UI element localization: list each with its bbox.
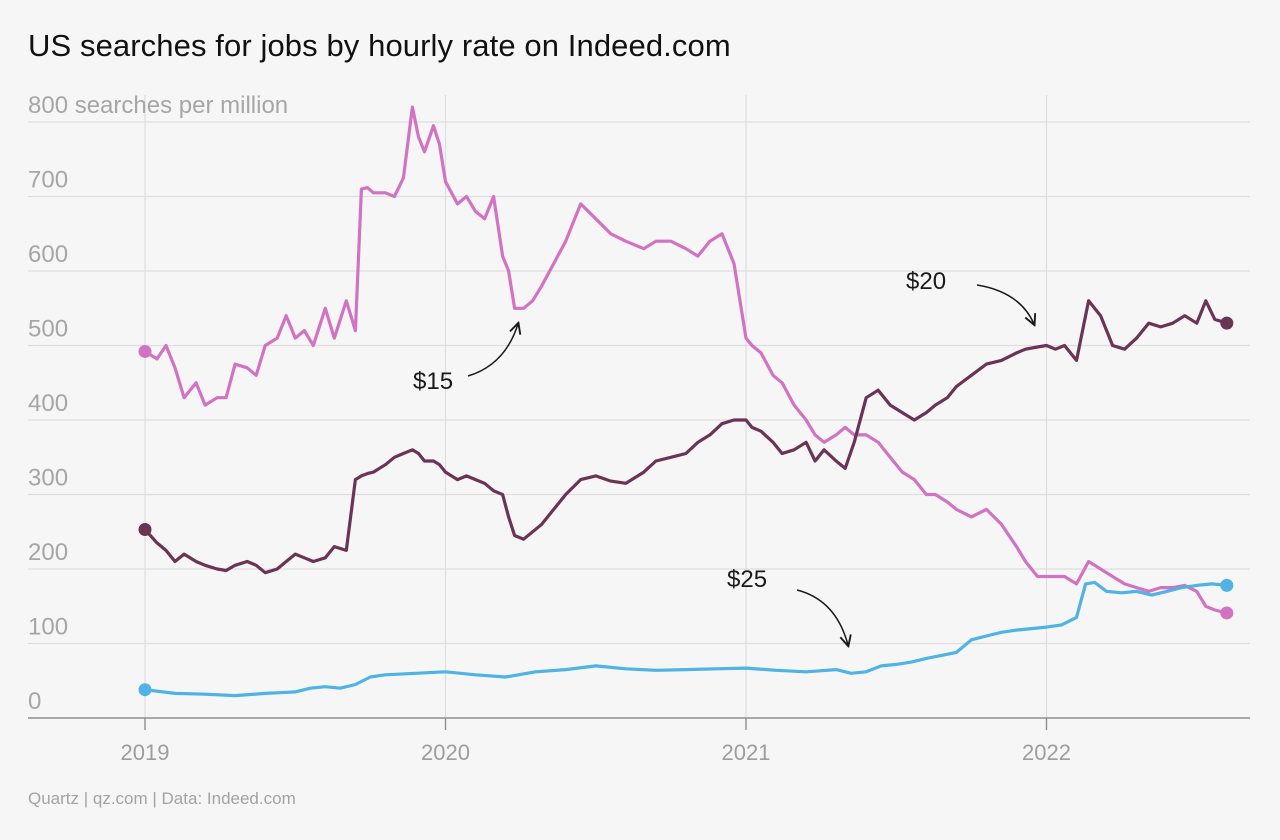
series-start-point-usd15 [138,344,152,358]
x-tick-label-2021: 2021 [722,740,771,765]
y-tick-label-400: 400 [28,390,68,417]
chart-title: US searches for jobs by hourly rate on I… [28,28,731,63]
y-tick-label-0: 0 [28,688,41,715]
series-line-usd15 [143,105,1229,615]
y-tick-label-500: 500 [28,316,68,343]
annotations: $15 $20 $25 [413,268,1034,645]
y-tick-label-200: 200 [28,539,68,566]
series-lines [138,105,1234,698]
series-end-point-usd15 [1220,606,1234,620]
x-tick-label-2019: 2019 [121,740,170,765]
series-end-point-usd25 [1220,578,1234,592]
y-tick-label-600: 600 [28,241,68,268]
annotation-arrow-usd20 [976,284,1034,324]
annotation-arrow-usd15 [467,324,518,377]
annotation-label-usd15: $15 [413,368,453,395]
series-start-point-usd20 [138,523,152,537]
series-start-point-usd25 [138,683,152,697]
annotation-label-usd20: $20 [906,268,946,295]
series-line-usd25 [143,580,1229,698]
y-tick-label-100: 100 [28,614,68,641]
annotation-label-usd25: $25 [727,566,767,593]
axes: 0 100 200 300 400 500 600 700 800 searches per m… [28,92,1250,765]
gridlines [28,95,1250,718]
series-line-usd20 [143,299,1229,575]
annotation-arrow-usd25 [796,589,848,645]
source-credit: Quartz | qz.com | Data: Indeed.com [28,789,296,808]
y-tick-label-300: 300 [28,465,68,492]
y-tick-label-800: 800 searches per million [28,92,288,119]
x-tick-label-2022: 2022 [1022,740,1071,765]
x-tick-label-2020: 2020 [421,740,470,765]
y-tick-label-700: 700 [28,167,68,194]
series-end-point-usd20 [1220,316,1234,330]
